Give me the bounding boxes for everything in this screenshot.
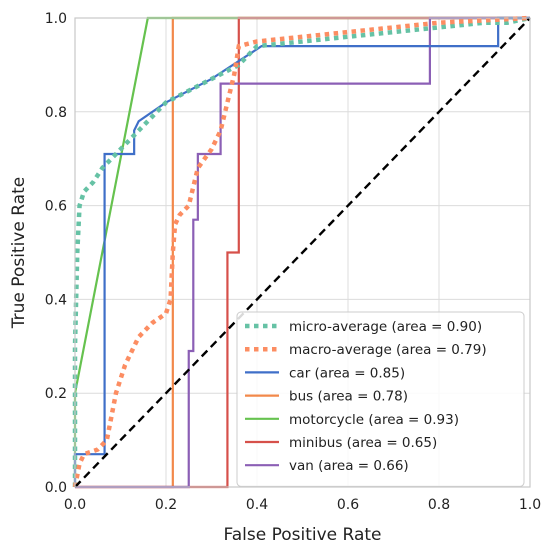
legend-label-6: van (area = 0.66) bbox=[289, 458, 409, 474]
plot-frame bbox=[74, 17, 531, 488]
chance-diagonal-line bbox=[74, 17, 531, 488]
y-tick-label: 0.8 bbox=[45, 105, 67, 121]
y-tick-label: 0.0 bbox=[45, 480, 67, 496]
x-tick-label: 0.0 bbox=[64, 497, 86, 513]
tick-labels: 0.0 0.2 0.4 0.6 0.8 1.0 0.0 0.2 0.4 0.6 0.8 1.0 bbox=[45, 11, 541, 513]
legend: micro-average (area = 0.90) macro-average… bbox=[236, 311, 525, 487]
y-axis-label: True Positive Rate bbox=[9, 177, 29, 329]
legend-label-0: micro-average (area = 0.90) bbox=[289, 319, 482, 335]
x-tick-label: 0.4 bbox=[246, 497, 268, 513]
legend-label-2: car (area = 0.85) bbox=[289, 365, 405, 381]
legend-label-3: bus (area = 0.78) bbox=[289, 389, 408, 405]
y-tick-label: 0.2 bbox=[45, 386, 67, 402]
x-tick-label: 0.6 bbox=[337, 497, 359, 513]
y-tick-label: 0.6 bbox=[45, 199, 67, 215]
series-line-6 bbox=[75, 16, 530, 489]
legend-label-4: motorcycle (area = 0.93) bbox=[289, 412, 459, 428]
y-tick-label: 0.4 bbox=[45, 292, 67, 308]
series-line-2 bbox=[73, 16, 530, 487]
legend-label-1: macro-average (area = 0.79) bbox=[289, 342, 487, 358]
grid bbox=[74, 17, 531, 488]
y-tick-label: 1.0 bbox=[45, 11, 67, 27]
x-tick-label: 0.2 bbox=[155, 497, 177, 513]
legend-box bbox=[236, 311, 525, 487]
x-tick-label: 1.0 bbox=[519, 497, 541, 513]
legend-label-5: minibus (area = 0.65) bbox=[289, 435, 437, 451]
x-tick-label: 0.8 bbox=[428, 497, 450, 513]
series-line-1 bbox=[72, 15, 531, 488]
x-axis-label: False Positive Rate bbox=[224, 525, 382, 545]
series-line-0 bbox=[72, 15, 531, 487]
